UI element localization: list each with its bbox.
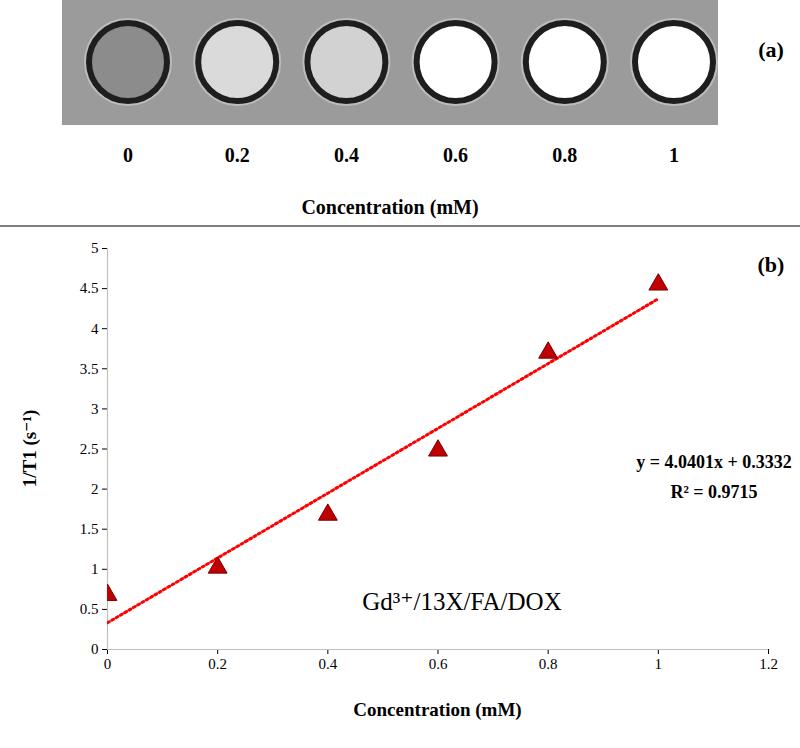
svg-text:(a): (a): [758, 37, 784, 62]
svg-text:2.5: 2.5: [80, 441, 99, 457]
svg-text:0.6: 0.6: [429, 656, 448, 672]
svg-text:0: 0: [104, 656, 112, 672]
svg-text:0.6: 0.6: [443, 144, 468, 166]
svg-text:4: 4: [91, 321, 99, 337]
svg-text:0.2: 0.2: [208, 656, 227, 672]
svg-text:3.5: 3.5: [80, 361, 99, 377]
svg-text:1.2: 1.2: [759, 656, 778, 672]
svg-text:5: 5: [91, 240, 99, 256]
svg-text:1: 1: [655, 656, 663, 672]
svg-text:3: 3: [91, 401, 99, 417]
svg-text:Gd³⁺/13X/FA/DOX: Gd³⁺/13X/FA/DOX: [362, 588, 561, 615]
svg-text:0.8: 0.8: [552, 144, 577, 166]
svg-text:1.5: 1.5: [80, 521, 99, 537]
svg-text:Concentration (mM): Concentration (mM): [353, 699, 521, 721]
svg-text:1: 1: [91, 561, 99, 577]
svg-text:0: 0: [91, 641, 99, 657]
svg-text:0.5: 0.5: [80, 601, 99, 617]
svg-text:(b): (b): [758, 252, 785, 277]
svg-text:4.5: 4.5: [80, 280, 99, 296]
svg-text:0.4: 0.4: [334, 144, 359, 166]
svg-text:0.2: 0.2: [225, 144, 250, 166]
svg-text:1: 1: [669, 144, 679, 166]
svg-text:0: 0: [123, 144, 133, 166]
svg-text:y = 4.0401x + 0.3332: y = 4.0401x + 0.3332: [636, 452, 792, 472]
svg-text:Concentration (mM): Concentration (mM): [301, 196, 478, 219]
svg-text:1/T1 (s⁻¹): 1/T1 (s⁻¹): [19, 410, 41, 487]
svg-text:R² = 0.9715: R² = 0.9715: [670, 482, 757, 502]
svg-text:0.4: 0.4: [318, 656, 337, 672]
svg-text:0.8: 0.8: [539, 656, 558, 672]
svg-text:2: 2: [91, 481, 99, 497]
